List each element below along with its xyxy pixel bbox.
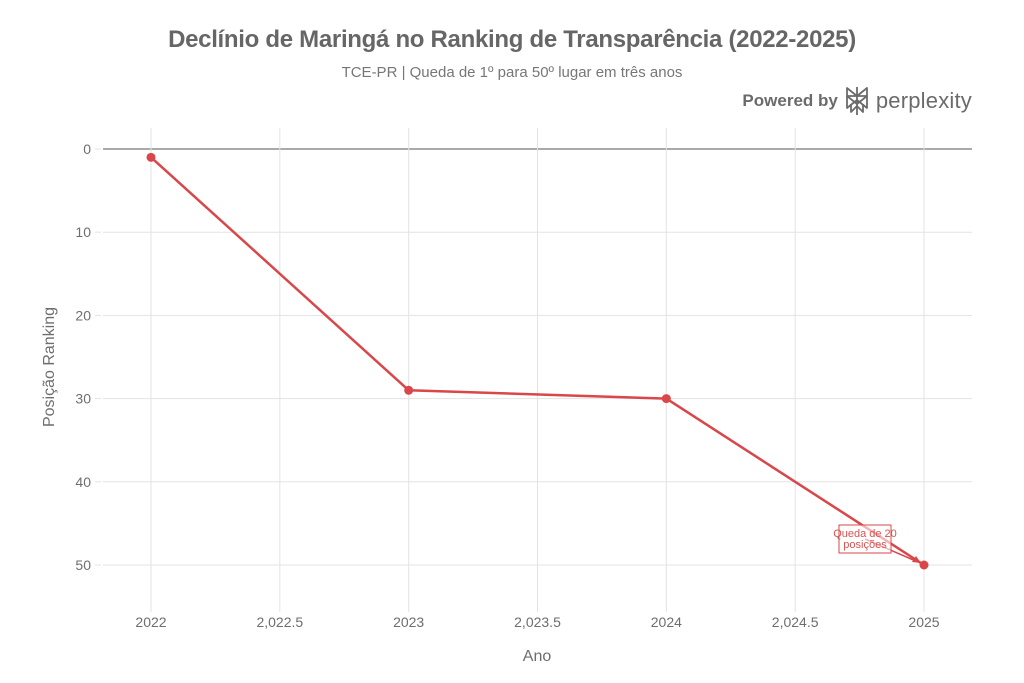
- grid-lines: [103, 128, 972, 606]
- y-tick-label: 40: [75, 474, 91, 490]
- x-tick-label: 2,023.5: [514, 614, 561, 630]
- annotation-text: posições: [843, 539, 887, 551]
- y-tick-label: 20: [75, 307, 91, 323]
- data-point: [661, 394, 671, 404]
- chart-subtitle: TCE-PR | Queda de 1º para 50º lugar em t…: [341, 64, 683, 81]
- x-tick-label: 2023: [393, 614, 424, 630]
- y-axis-ticks: 0 10 20 30 40 50: [75, 141, 101, 573]
- x-tick-label: 2025: [908, 614, 939, 630]
- x-axis-label: Ano: [523, 648, 552, 665]
- x-tick-label: 2022: [135, 614, 166, 630]
- powered-by-label: Powered by: [742, 91, 838, 110]
- y-tick-label: 50: [75, 557, 91, 573]
- x-tick-label: 2,024.5: [772, 614, 819, 630]
- series-layer: [146, 152, 929, 570]
- data-point: [146, 152, 156, 162]
- annotation-box: [838, 524, 892, 554]
- y-tick-label: 10: [75, 224, 91, 240]
- perplexity-brand: perplexity: [875, 88, 972, 113]
- powered-by-badge: Powered by perplexity: [742, 86, 972, 116]
- x-tick-label: 2,022.5: [256, 614, 303, 630]
- annotation-arrowhead: [912, 556, 921, 563]
- series-line: [150, 156, 925, 567]
- perplexity-logo-icon: [845, 87, 868, 115]
- annotation-text: Queda de 20: [833, 528, 897, 540]
- data-point: [919, 560, 929, 570]
- y-tick-label: 0: [83, 141, 91, 157]
- x-tick-label: 2024: [651, 614, 682, 630]
- y-tick-label: 30: [75, 391, 91, 407]
- x-axis-ticks: 2022 2,022.5 2023 2,023.5 2024 2,024.5 2025: [135, 606, 940, 630]
- data-point: [404, 385, 414, 395]
- chart-title: Declínio de Maringá no Ranking de Transp…: [168, 26, 856, 53]
- y-axis-label: Posição Ranking: [41, 307, 58, 427]
